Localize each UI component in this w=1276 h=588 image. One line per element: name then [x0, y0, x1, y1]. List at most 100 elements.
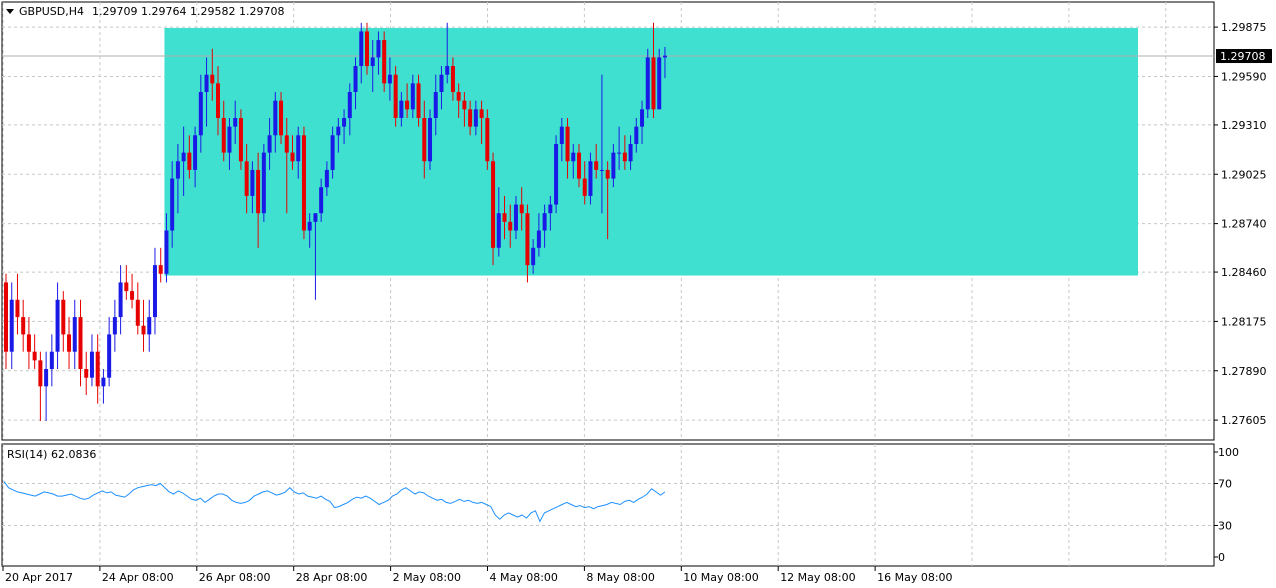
- current-price-label: 1.29708: [1220, 50, 1266, 63]
- time-tick-label: 2 May 08:00: [393, 571, 461, 584]
- candle-body: [462, 100, 467, 110]
- time-tick-label: 12 May 08:00: [780, 571, 855, 584]
- candle-body: [599, 169, 604, 171]
- candle-body: [364, 31, 369, 67]
- candle-body: [26, 334, 31, 352]
- candle-body: [445, 66, 450, 75]
- candle-body: [233, 117, 238, 127]
- candle-body: [15, 299, 20, 318]
- candle-body: [141, 325, 146, 335]
- candle-body: [347, 92, 352, 118]
- candle-body: [548, 204, 553, 214]
- rsi-tick-label: 0: [1218, 551, 1225, 564]
- candle-body: [559, 126, 564, 144]
- candle-body: [72, 317, 77, 352]
- time-axis: 20 Apr 2017 24 Apr 08:00 26 Apr 08:00 28 Ap…: [2, 566, 953, 584]
- candle-body: [536, 230, 541, 248]
- candle-body: [393, 74, 398, 118]
- candle-body: [175, 161, 180, 179]
- candle-body: [542, 213, 547, 231]
- candle-body: [502, 213, 507, 222]
- candle-body: [301, 135, 306, 231]
- candle-body: [118, 282, 123, 318]
- candle-body: [244, 161, 249, 196]
- candle-body: [582, 178, 587, 196]
- time-tick-label: 4 May 08:00: [490, 571, 558, 584]
- candle-body: [336, 126, 341, 136]
- candle-body: [485, 117, 490, 162]
- rsi-axis: 100 70 30 0: [1214, 446, 1239, 564]
- candle-body: [353, 66, 358, 93]
- current-price-tag: 1.29708: [1216, 49, 1272, 64]
- candle-body: [651, 57, 656, 110]
- candle-body: [21, 317, 26, 335]
- candle-body: [622, 152, 627, 162]
- price-tick-label: 1.29310: [1221, 119, 1267, 132]
- candle-body: [382, 40, 387, 84]
- candle-body: [525, 213, 530, 266]
- candle-body: [44, 369, 49, 387]
- price-tick-label: 1.28740: [1221, 218, 1267, 231]
- candle-body: [9, 299, 14, 352]
- candle-body: [605, 169, 610, 179]
- candle-body: [428, 117, 433, 162]
- price-tick-label: 1.29875: [1221, 21, 1267, 34]
- candle-body: [456, 92, 461, 101]
- candle-body: [67, 334, 72, 352]
- candle-body: [594, 161, 599, 170]
- candle-body: [284, 135, 289, 153]
- consolidation-zone: [164, 27, 1138, 276]
- candle-body: [307, 221, 312, 231]
- candle-body: [479, 109, 484, 118]
- candle-body: [78, 317, 83, 370]
- candle-body: [4, 282, 8, 352]
- dropdown-triangle-icon[interactable]: [6, 9, 14, 14]
- candle-body: [61, 299, 66, 335]
- candle-body: [657, 57, 662, 110]
- candle-body: [439, 74, 444, 93]
- candle-body: [554, 143, 559, 205]
- candle-body: [324, 169, 329, 188]
- price-axis: 1.29875 1.29590 1.29310 1.29025 1.28740 1.284…: [1214, 21, 1267, 427]
- candle-body: [84, 369, 89, 378]
- rsi-grid: [2, 444, 1214, 566]
- candle-body: [95, 351, 100, 387]
- candle-body: [221, 117, 226, 153]
- ohlc-readout: 1.29709 1.29764 1.29582 1.29708: [92, 5, 284, 18]
- candle-body: [238, 117, 243, 162]
- candle-body: [227, 126, 232, 153]
- candle-body: [422, 117, 427, 162]
- candle-body: [313, 213, 318, 222]
- candle-body: [135, 299, 140, 326]
- candle-body: [38, 360, 43, 387]
- candle-body: [158, 265, 163, 274]
- candle-body: [256, 169, 261, 214]
- time-tick-label: 16 May 08:00: [877, 571, 952, 584]
- candle-body: [645, 57, 650, 110]
- candle-body: [577, 152, 581, 179]
- candle-body: [617, 152, 622, 154]
- rsi-tick-label: 100: [1218, 446, 1239, 459]
- rsi-tick-label: 30: [1218, 520, 1232, 533]
- candle-body: [376, 40, 381, 58]
- candle-body: [640, 109, 645, 127]
- candle-body: [473, 109, 478, 127]
- candle-body: [198, 92, 203, 136]
- candle-body: [107, 334, 112, 378]
- candle-body: [32, 351, 37, 361]
- candle-body: [565, 126, 570, 162]
- price-tick-label: 1.29590: [1221, 70, 1267, 83]
- candle-body: [370, 57, 375, 67]
- rsi-series-line: [3, 481, 666, 523]
- candle-body: [571, 152, 576, 162]
- time-tick-label: 26 Apr 08:00: [199, 571, 271, 584]
- candle-body: [519, 204, 524, 214]
- candle-body: [330, 135, 335, 170]
- candle-body: [170, 178, 175, 231]
- candle-body: [273, 100, 278, 136]
- candle-body: [147, 317, 152, 335]
- candle-body: [450, 66, 455, 93]
- candle-body: [588, 161, 593, 196]
- candle-body: [181, 152, 186, 162]
